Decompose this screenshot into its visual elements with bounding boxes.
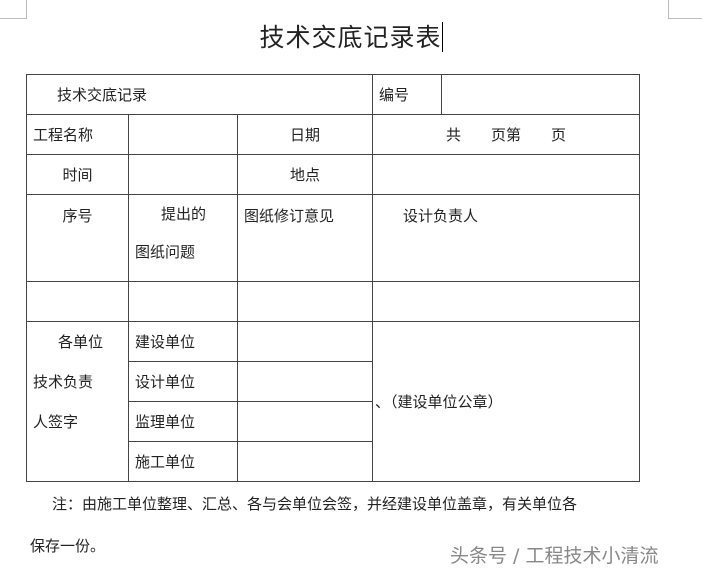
table-row <box>26 281 640 322</box>
unit-label: 建设单位 <box>128 321 238 362</box>
table-row: 工程名称 日期 共 页第 页 <box>26 114 640 155</box>
signature-label-line3: 人签字 <box>33 413 79 431</box>
document-title[interactable]: 技术交底记录表 <box>0 18 702 54</box>
unit-signature[interactable] <box>237 321 373 362</box>
table-row: 设计单位 <box>27 361 640 402</box>
footnote-line2: 保存一份。 <box>30 537 106 555</box>
number-value-cell[interactable] <box>441 74 640 115</box>
record-label-cell: 技术交底记录 <box>26 74 373 115</box>
signature-label-line2: 技术负责 <box>33 373 94 391</box>
signature-label: 各单位技术负责人签字 <box>26 321 129 482</box>
place-label: 地点 <box>237 154 373 195</box>
table-row: 施工单位 <box>27 441 640 482</box>
unit-signature[interactable] <box>237 401 373 442</box>
page-corner-mark-right <box>668 0 702 19</box>
designer-header: 设计负责人 <box>372 194 640 282</box>
question-line1: 提出的 <box>161 205 207 223</box>
unit-label: 施工单位 <box>128 441 238 482</box>
empty-cell[interactable] <box>128 281 238 322</box>
empty-cell[interactable] <box>372 281 640 322</box>
time-label: 时间 <box>26 154 129 195</box>
watermark: 头条号 / 工程技术小清流 <box>450 545 659 567</box>
revision-header: 图纸修订意见 <box>237 194 373 282</box>
empty-cell[interactable] <box>26 281 129 322</box>
number-label-cell: 编号 <box>372 74 442 115</box>
unit-signature[interactable] <box>237 441 373 482</box>
footnote: 注：由施工单位整理、汇总、各与会单位会签，并经建设单位盖章，有关单位各保存一份。 <box>30 483 680 567</box>
table-row: 各单位技术负责人签字 建设单位 、（建设单位公章） <box>26 321 640 482</box>
unit-label: 设计单位 <box>128 361 238 402</box>
question-line2: 图纸问题 <box>135 243 196 261</box>
time-value[interactable] <box>128 154 238 195</box>
seq-header: 序号 <box>26 194 129 282</box>
footnote-line1: 注：由施工单位整理、汇总、各与会单位会签，并经建设单位盖章，有关单位各 <box>52 495 578 513</box>
empty-cell[interactable] <box>237 281 373 322</box>
project-name-label: 工程名称 <box>26 114 129 155</box>
title-text: 技术交底记录表 <box>259 23 442 52</box>
page-corner-mark-left <box>0 0 27 19</box>
date-label: 日期 <box>237 114 373 155</box>
table-row: 技术交底记录 编号 <box>26 74 640 115</box>
question-header: 提出的图纸问题 <box>128 194 238 282</box>
unit-label: 监理单位 <box>128 401 238 442</box>
text-cursor <box>441 22 443 52</box>
place-value[interactable] <box>372 154 640 195</box>
table-row: 序号 提出的图纸问题 图纸修订意见 设计负责人 <box>26 194 640 282</box>
unit-signature[interactable] <box>237 361 373 402</box>
project-name-value[interactable] <box>128 114 238 155</box>
seal-cell[interactable]: 、（建设单位公章） <box>372 321 640 482</box>
table-row: 时间 地点 <box>26 154 640 195</box>
disclosure-record-table: 技术交底记录 编号 工程名称 日期 共 页第 页 时间 地点 序号 提出的图纸问… <box>26 74 640 482</box>
signature-label-line1: 各单位 <box>58 333 104 351</box>
pages-cell[interactable]: 共 页第 页 <box>372 114 640 155</box>
